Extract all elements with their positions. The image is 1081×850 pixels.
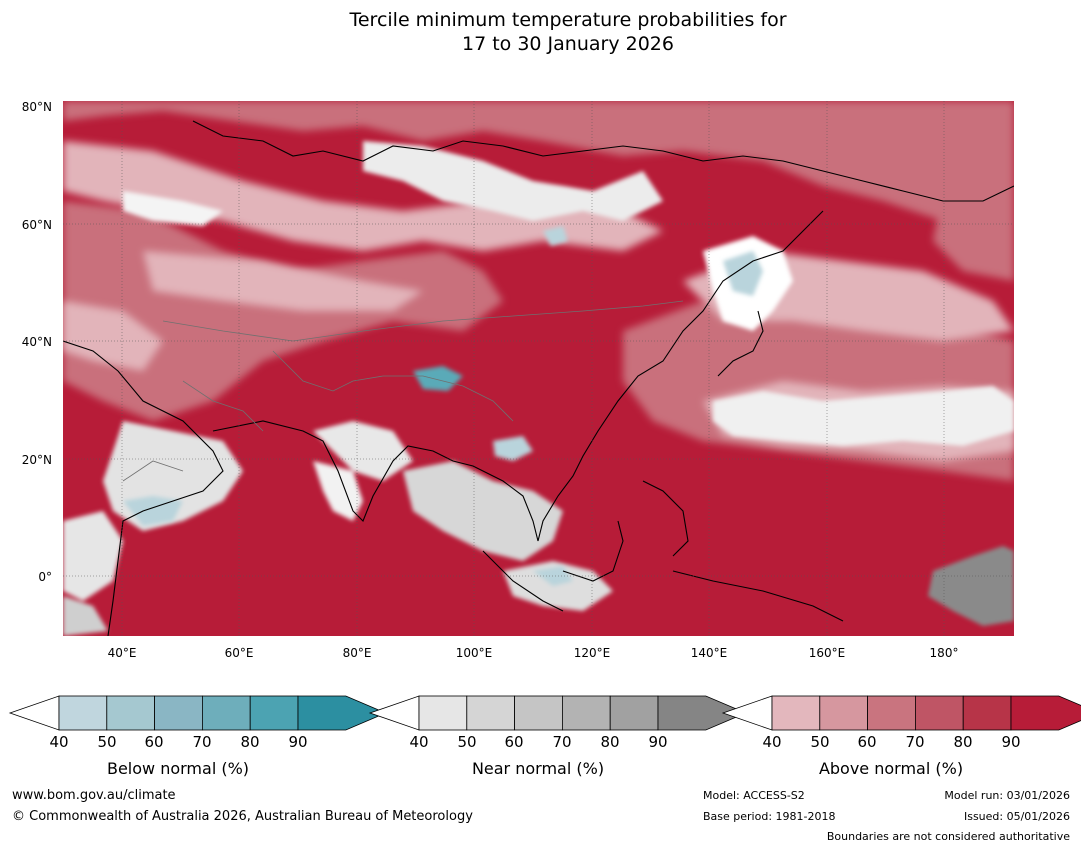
lon-label-40e: 40°E xyxy=(107,646,137,660)
below-tick-80: 80 xyxy=(240,733,260,751)
footer-model: Model: ACCESS-S2 xyxy=(703,789,805,802)
near-tick-60: 60 xyxy=(504,733,524,751)
coastlines xyxy=(63,120,1014,636)
below-normal-areas xyxy=(123,226,763,586)
above-colorbar-segment-70 xyxy=(914,695,964,731)
above-colorbar-segment-50 xyxy=(819,695,869,731)
lat-label-20n: 20°N xyxy=(21,453,52,467)
near-tick-90: 90 xyxy=(648,733,668,751)
probability-map xyxy=(63,101,1014,636)
below-tick-60: 60 xyxy=(144,733,164,751)
near-colorbar-segment-70 xyxy=(561,695,611,731)
footer-issued: Issued: 05/01/2026 xyxy=(963,810,1070,823)
above-normal-title: Above normal (%) xyxy=(818,759,964,778)
lon-label-180: 180° xyxy=(929,646,959,660)
near-tick-80: 80 xyxy=(600,733,620,751)
below-colorbar-min-arrow xyxy=(8,695,60,731)
footer-model-run: Model run: 03/01/2026 xyxy=(944,789,1070,802)
below-normal-title: Below normal (%) xyxy=(106,759,250,778)
above-tick-60: 60 xyxy=(857,733,877,751)
near-colorbar-segment-50 xyxy=(466,695,516,731)
near-tick-50: 50 xyxy=(457,733,477,751)
lon-label-80e: 80°E xyxy=(342,646,372,660)
near-tick-70: 70 xyxy=(552,733,572,751)
lon-label-140e: 140°E xyxy=(690,646,728,660)
above-tick-70: 70 xyxy=(905,733,925,751)
near-colorbar-segment-80 xyxy=(609,695,659,731)
map-canvas xyxy=(63,101,1014,636)
below-colorbar-segment-60 xyxy=(154,695,203,731)
title-line-1: Tercile minimum temperature probabilitie… xyxy=(349,9,787,31)
below-colorbar-segment-40 xyxy=(58,695,108,731)
above-colorbar-segment-60 xyxy=(867,695,916,731)
lat-label-0: 0° xyxy=(38,570,52,584)
above-tick-40: 40 xyxy=(762,733,782,751)
lon-label-100e: 100°E xyxy=(455,646,493,660)
below-colorbar-segment-70 xyxy=(201,695,251,731)
below-tick-50: 50 xyxy=(97,733,117,751)
above-colorbar-segment-90 xyxy=(1010,695,1081,731)
near-normal-areas xyxy=(63,141,1014,636)
below-tick-70: 70 xyxy=(192,733,212,751)
above-tick-90: 90 xyxy=(1001,733,1021,751)
near-normal-title: Near normal (%) xyxy=(471,759,605,778)
near-colorbar-segment-60 xyxy=(514,695,563,731)
above-colorbar-segment-80 xyxy=(962,695,1012,731)
lat-label-80n: 80°N xyxy=(21,100,52,114)
lon-label-60e: 60°E xyxy=(224,646,254,660)
lon-label-160e: 160°E xyxy=(808,646,846,660)
near-colorbar-segment-40 xyxy=(418,695,468,731)
chart-title: Tercile minimum temperature probabilitie… xyxy=(0,8,1081,56)
above-tick-80: 80 xyxy=(953,733,973,751)
footer-disclaimer: Boundaries are not considered authoritat… xyxy=(826,830,1070,843)
above-colorbar-min-arrow xyxy=(721,695,773,731)
footer-copyright: © Commonwealth of Australia 2026, Austra… xyxy=(12,809,473,824)
below-colorbar-segment-90 xyxy=(297,695,387,731)
title-line-2: 17 to 30 January 2026 xyxy=(462,33,674,55)
graticule xyxy=(63,101,1014,636)
colorbar-near-normal xyxy=(368,695,747,731)
lat-label-60n: 60°N xyxy=(21,218,52,232)
above-colorbar-segment-40 xyxy=(771,695,821,731)
above-tick-50: 50 xyxy=(810,733,830,751)
colorbar-above-normal xyxy=(721,695,1081,731)
lat-label-40n: 40°N xyxy=(21,335,52,349)
below-tick-90: 90 xyxy=(288,733,308,751)
footer-url: www.bom.gov.au/climate xyxy=(12,788,176,803)
below-tick-40: 40 xyxy=(49,733,69,751)
lon-label-120e: 120°E xyxy=(573,646,611,660)
near-tick-40: 40 xyxy=(409,733,429,751)
country-borders xyxy=(122,300,684,482)
below-colorbar-segment-80 xyxy=(249,695,299,731)
footer-base-period: Base period: 1981-2018 xyxy=(703,810,836,823)
near-colorbar-min-arrow xyxy=(368,695,420,731)
near-colorbar-segment-90 xyxy=(657,695,747,731)
below-colorbar-segment-50 xyxy=(106,695,156,731)
colorbar-below-normal xyxy=(8,695,387,731)
